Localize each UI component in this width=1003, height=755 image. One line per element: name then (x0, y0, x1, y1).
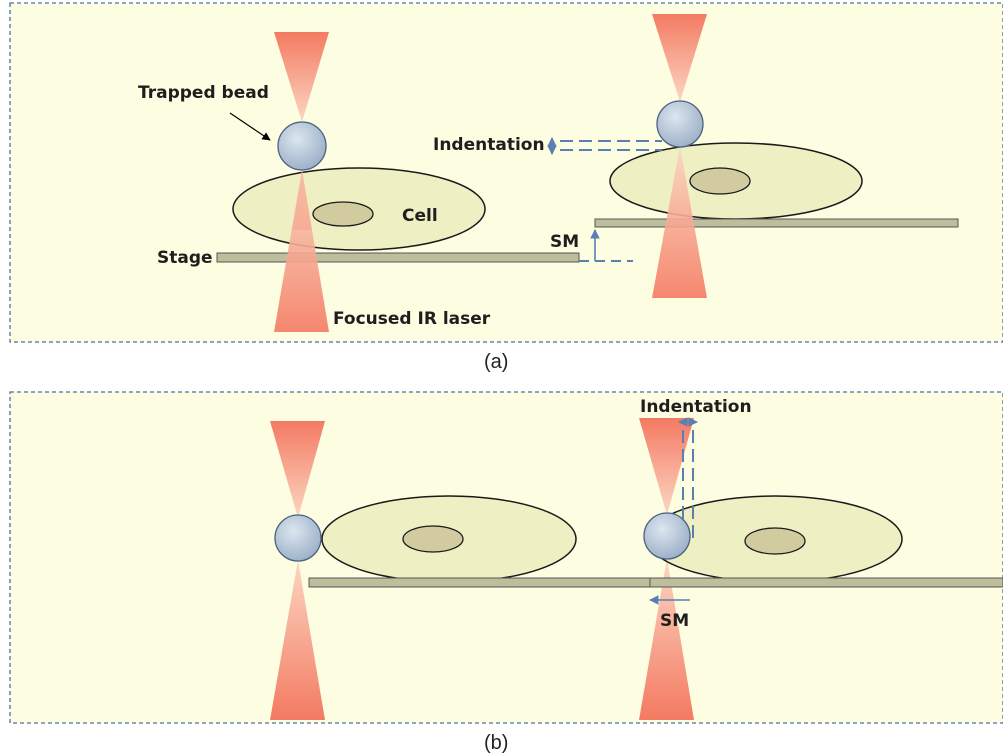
label-focused-ir-laser: Focused IR laser (333, 309, 491, 329)
panel-a: Trapped bead Cell Stage Focused IR laser… (9, 2, 1003, 343)
label-sm-a: SM (550, 232, 579, 252)
laser-beam-lower (274, 170, 329, 332)
label-trapped-bead: Trapped bead (138, 83, 269, 103)
panel-b: Indentation SM (9, 391, 1003, 724)
trapped-bead-2 (656, 100, 704, 148)
stage-platform-b (308, 577, 655, 588)
trapped-bead (277, 121, 327, 171)
laser-beam-lower-b2 (639, 558, 694, 720)
stage-platform-2 (594, 218, 959, 228)
label-stage: Stage (157, 248, 213, 268)
trapped-bead-b2 (643, 512, 691, 560)
laser-beam-through-cell (292, 170, 312, 230)
caption-a: (a) (484, 351, 508, 373)
laser-beam-lower-b (270, 560, 325, 720)
laser-beam-upper-b2 (639, 418, 694, 515)
label-indentation-a: Indentation (433, 135, 545, 155)
cell-nucleus (312, 201, 374, 227)
stage-platform (216, 252, 580, 263)
laser-beam-upper-b (270, 421, 325, 518)
bead-pointer-arrow (229, 112, 271, 141)
laser-beam-upper-2 (652, 14, 707, 102)
label-indentation-b: Indentation (640, 397, 752, 417)
cell-nucleus-2 (689, 167, 751, 195)
stage-platform-b2 (649, 577, 1003, 588)
left-setup (216, 32, 580, 332)
cell-nucleus-b (402, 525, 464, 553)
right-setup (547, 14, 959, 298)
label-sm-b: SM (660, 611, 689, 631)
right-setup-b (639, 417, 1003, 720)
trapped-bead-b (274, 514, 322, 562)
label-cell: Cell (402, 206, 438, 226)
caption-b: (b) (484, 732, 508, 754)
laser-beam-upper (274, 32, 329, 122)
laser-beam-lower-2 (652, 146, 707, 298)
cell-nucleus-b2 (744, 527, 806, 555)
